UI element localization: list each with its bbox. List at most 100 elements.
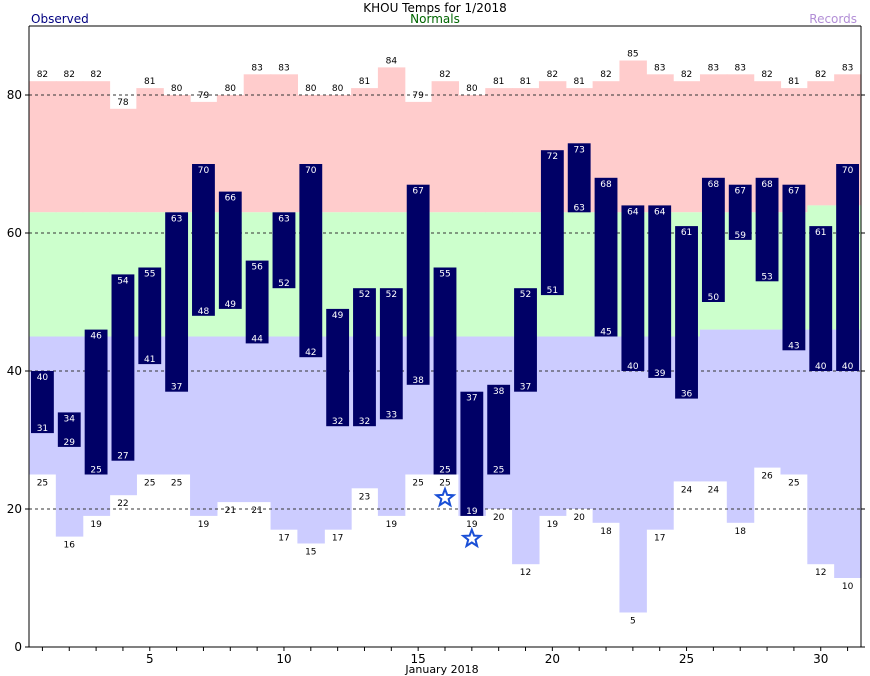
record-high-label: 79 bbox=[412, 91, 424, 101]
observed-high-label: 55 bbox=[439, 270, 450, 280]
record-high-band bbox=[646, 74, 674, 213]
record-high-band bbox=[485, 88, 513, 213]
observed-low-label: 27 bbox=[117, 452, 128, 462]
observed-low-label: 32 bbox=[332, 417, 343, 427]
observed-high-label: 68 bbox=[600, 180, 612, 190]
star-marker bbox=[460, 526, 484, 549]
observed-high-label: 49 bbox=[332, 311, 344, 321]
record-high-band bbox=[109, 108, 137, 213]
observed-high-label: 67 bbox=[788, 187, 799, 197]
record-high-label: 80 bbox=[332, 84, 344, 94]
observed-bar bbox=[299, 164, 323, 358]
normal-band bbox=[485, 212, 513, 337]
record-low-label: 25 bbox=[37, 479, 48, 489]
record-low-label: 22 bbox=[117, 499, 128, 509]
y-tick-label: 0 bbox=[14, 640, 22, 654]
record-high-band bbox=[807, 81, 835, 206]
observed-bar bbox=[514, 288, 537, 392]
record-high-label: 83 bbox=[734, 63, 745, 73]
x-axis-label: January 2018 bbox=[404, 663, 478, 676]
record-low-label: 17 bbox=[654, 534, 665, 544]
record-low-label: 21 bbox=[251, 506, 262, 516]
observed-high-label: 63 bbox=[278, 214, 289, 224]
record-low-label: 15 bbox=[305, 548, 316, 558]
record-high-label: 84 bbox=[386, 56, 398, 66]
observed-low-label: 49 bbox=[225, 300, 237, 310]
observed-high-label: 40 bbox=[37, 373, 49, 383]
record-high-band bbox=[136, 88, 164, 213]
normal-band bbox=[565, 212, 594, 337]
record-high-band bbox=[29, 81, 57, 213]
record-low-label: 12 bbox=[520, 568, 531, 578]
record-low-label: 5 bbox=[630, 617, 636, 627]
observed-bar bbox=[138, 267, 162, 365]
record-high-band bbox=[673, 81, 701, 213]
record-low-band bbox=[619, 336, 647, 613]
record-high-label: 80 bbox=[305, 84, 317, 94]
normal-band bbox=[29, 212, 57, 337]
observed-high-label: 70 bbox=[842, 166, 854, 176]
normal-band bbox=[55, 212, 84, 337]
record-high-label: 83 bbox=[842, 63, 853, 73]
observed-bar bbox=[782, 184, 806, 351]
observed-bar bbox=[326, 308, 350, 427]
record-high-band bbox=[324, 95, 352, 213]
record-low-label: 24 bbox=[708, 485, 720, 495]
record-high-label: 79 bbox=[198, 91, 210, 101]
observed-bar bbox=[648, 205, 672, 378]
observed-low-label: 19 bbox=[466, 507, 478, 517]
observed-high-label: 66 bbox=[225, 194, 237, 204]
record-high-label: 83 bbox=[654, 63, 665, 73]
record-low-band bbox=[753, 329, 782, 468]
record-low-label: 17 bbox=[278, 534, 289, 544]
record-low-label: 23 bbox=[359, 492, 370, 502]
record-high-band bbox=[243, 74, 272, 213]
observed-high-label: 46 bbox=[90, 332, 102, 342]
record-high-label: 82 bbox=[815, 70, 826, 80]
observed-bar bbox=[245, 260, 269, 344]
observed-bar bbox=[111, 274, 135, 461]
observed-high-label: 34 bbox=[64, 414, 76, 424]
y-tick-label: 40 bbox=[7, 364, 22, 378]
observed-high-label: 61 bbox=[815, 228, 826, 238]
observed-bar bbox=[57, 412, 81, 447]
observed-low-label: 31 bbox=[37, 424, 48, 434]
observed-low-label: 25 bbox=[493, 466, 504, 476]
record-high-label: 82 bbox=[600, 70, 611, 80]
observed-high-label: 52 bbox=[386, 290, 397, 300]
observed-high-label: 73 bbox=[573, 145, 584, 155]
observed-high-label: 70 bbox=[305, 166, 317, 176]
x-tick-label: 10 bbox=[276, 652, 291, 666]
record-low-label: 18 bbox=[600, 527, 612, 537]
record-high-band bbox=[619, 60, 647, 213]
record-high-band bbox=[55, 81, 84, 213]
observed-bar bbox=[567, 143, 591, 213]
record-high-label: 81 bbox=[520, 77, 531, 87]
observed-low-label: 36 bbox=[681, 390, 693, 400]
observed-high-label: 55 bbox=[144, 270, 155, 280]
record-high-label: 78 bbox=[117, 98, 129, 108]
observed-bar bbox=[809, 226, 833, 371]
record-low-label: 25 bbox=[788, 479, 799, 489]
record-low-band bbox=[565, 336, 594, 509]
observed-bar bbox=[31, 371, 54, 434]
record-high-label: 83 bbox=[251, 63, 262, 73]
observed-bar bbox=[487, 384, 511, 475]
observed-high-label: 52 bbox=[359, 290, 370, 300]
record-high-band bbox=[431, 81, 460, 213]
legend-observed: Observed bbox=[31, 12, 89, 26]
record-high-label: 81 bbox=[788, 77, 799, 87]
observed-low-label: 33 bbox=[386, 410, 397, 420]
record-high-band bbox=[377, 67, 406, 213]
record-high-label: 81 bbox=[144, 77, 155, 87]
x-tick-label: 15 bbox=[411, 652, 426, 666]
observed-low-label: 40 bbox=[627, 362, 639, 372]
y-tick-label: 60 bbox=[7, 226, 22, 240]
record-high-band bbox=[351, 88, 379, 213]
observed-low-label: 51 bbox=[547, 286, 558, 296]
record-low-label: 24 bbox=[681, 485, 693, 495]
observed-bar bbox=[755, 177, 779, 282]
record-high-label: 81 bbox=[359, 77, 370, 87]
record-low-band bbox=[726, 329, 755, 523]
